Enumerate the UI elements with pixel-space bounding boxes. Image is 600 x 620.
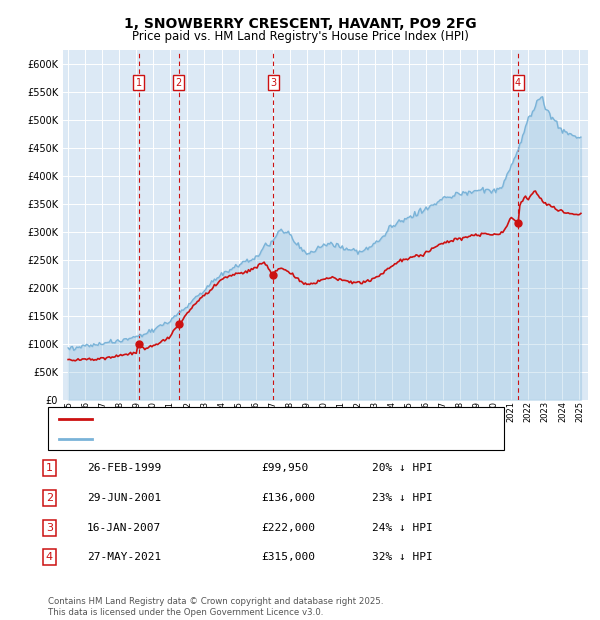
Text: 32% ↓ HPI: 32% ↓ HPI <box>372 552 433 562</box>
Text: 3: 3 <box>46 523 53 533</box>
Text: 2: 2 <box>46 493 53 503</box>
Text: 1, SNOWBERRY CRESCENT, HAVANT, PO9 2FG: 1, SNOWBERRY CRESCENT, HAVANT, PO9 2FG <box>124 17 476 32</box>
Text: 1: 1 <box>46 463 53 473</box>
Text: HPI: Average price, detached house, Havant: HPI: Average price, detached house, Hava… <box>99 434 329 444</box>
Text: Price paid vs. HM Land Registry's House Price Index (HPI): Price paid vs. HM Land Registry's House … <box>131 30 469 43</box>
Text: 29-JUN-2001: 29-JUN-2001 <box>87 493 161 503</box>
Text: Contains HM Land Registry data © Crown copyright and database right 2025.
This d: Contains HM Land Registry data © Crown c… <box>48 598 383 617</box>
Text: 1, SNOWBERRY CRESCENT, HAVANT, PO9 2FG (detached house): 1, SNOWBERRY CRESCENT, HAVANT, PO9 2FG (… <box>99 414 433 423</box>
Text: 2: 2 <box>176 78 182 88</box>
Text: 16-JAN-2007: 16-JAN-2007 <box>87 523 161 533</box>
Text: 20% ↓ HPI: 20% ↓ HPI <box>372 463 433 473</box>
Text: 4: 4 <box>515 78 521 88</box>
Text: £136,000: £136,000 <box>261 493 315 503</box>
Text: 24% ↓ HPI: 24% ↓ HPI <box>372 523 433 533</box>
Text: 23% ↓ HPI: 23% ↓ HPI <box>372 493 433 503</box>
Text: £99,950: £99,950 <box>261 463 308 473</box>
Text: 26-FEB-1999: 26-FEB-1999 <box>87 463 161 473</box>
Text: 4: 4 <box>46 552 53 562</box>
Text: 1: 1 <box>136 78 142 88</box>
Text: £315,000: £315,000 <box>261 552 315 562</box>
Text: 27-MAY-2021: 27-MAY-2021 <box>87 552 161 562</box>
Text: 3: 3 <box>270 78 277 88</box>
Text: £222,000: £222,000 <box>261 523 315 533</box>
